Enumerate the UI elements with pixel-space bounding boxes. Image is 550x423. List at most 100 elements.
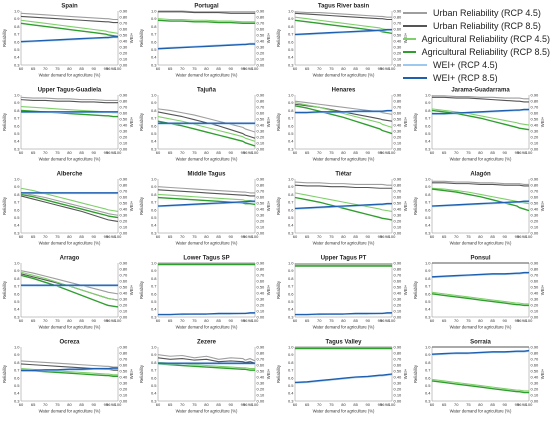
- right-tick-label: 0.60: [531, 362, 540, 367]
- panel-title: Sorraia: [470, 340, 491, 346]
- right-tick-label: 0.70: [394, 356, 403, 361]
- right-tick-label: 0.20: [531, 134, 540, 139]
- x-tick-label: 65: [168, 66, 173, 71]
- right-tick-label: 0.60: [120, 362, 129, 367]
- left-axis-label: Reliability: [139, 112, 144, 131]
- right-tick-label: 0.10: [120, 308, 129, 313]
- urban-reliability-rcp45-line: [20, 96, 118, 101]
- right-tick-label: 0.00: [394, 398, 403, 403]
- right-tick-label: 0.90: [531, 92, 540, 97]
- right-tick-label: 0.00: [257, 398, 266, 403]
- x-tick-label: 98: [385, 66, 390, 71]
- right-tick-label: 0.40: [120, 206, 129, 211]
- wei-rcp85-line: [157, 43, 255, 50]
- left-tick-label: 0.3: [14, 146, 20, 151]
- x-tick-label: 85: [79, 234, 84, 239]
- right-tick-label: 0.30: [257, 44, 266, 49]
- left-axis-label: Reliability: [2, 364, 7, 383]
- x-axis-label: Water demand for agriculture (%): [176, 325, 238, 330]
- left-tick-label: 1.0: [425, 92, 431, 97]
- x-tick-label: 75: [192, 66, 197, 71]
- x-tick-label: 98: [111, 150, 116, 155]
- right-tick-label: 0.90: [120, 344, 129, 349]
- x-tick-label: 75: [329, 234, 334, 239]
- left-tick-label: 0.5: [151, 131, 157, 136]
- x-axis-label: Water demand for agriculture (%): [39, 73, 101, 78]
- wei-rcp85-line: [294, 202, 392, 210]
- left-tick-label: 0.5: [288, 215, 294, 220]
- right-tick-label: 0.40: [394, 206, 403, 211]
- x-tick-label: 75: [55, 318, 60, 323]
- x-tick-label: 75: [192, 402, 197, 407]
- panel-title: Tajuña: [197, 88, 217, 94]
- right-tick-label: 0.60: [394, 194, 403, 199]
- x-tick-label: 70: [180, 150, 185, 155]
- chart-panel: Alagón0.30.40.50.60.70.80.91.00.000.100.…: [413, 172, 545, 246]
- urban-reliability-rcp45-line: [157, 354, 256, 362]
- x-tick-label: 100: [252, 234, 259, 239]
- left-tick-label: 0.7: [425, 368, 431, 373]
- right-tick-label: 0.60: [257, 194, 266, 199]
- left-tick-label: 0.8: [151, 108, 157, 113]
- left-tick-label: 0.8: [425, 276, 431, 281]
- panel-title: Lower Tagus SP: [183, 256, 229, 262]
- left-tick-label: 0.5: [14, 131, 20, 136]
- right-tick-label: 0.80: [531, 182, 540, 187]
- left-tick-label: 0.5: [151, 215, 157, 220]
- agri-reliability-rcp45-line: [157, 193, 256, 202]
- x-tick-label: 100: [252, 66, 259, 71]
- agri-reliability-rcp85-line: [157, 196, 256, 206]
- x-tick-label: 96: [380, 66, 385, 71]
- left-tick-label: 0.3: [288, 314, 294, 319]
- right-tick-label: 0.80: [531, 266, 540, 271]
- x-axis-label: Water demand for agriculture (%): [313, 73, 375, 78]
- x-tick-label: 70: [317, 150, 322, 155]
- left-tick-label: 0.5: [288, 299, 294, 304]
- right-tick-label: 0.40: [394, 122, 403, 127]
- left-axis-label: Reliability: [139, 196, 144, 215]
- right-tick-label: 0.60: [394, 278, 403, 283]
- x-tick-label: 60: [156, 402, 161, 407]
- x-tick-label: 96: [380, 150, 385, 155]
- right-tick-label: 0.00: [120, 314, 129, 319]
- right-tick-label: 0.60: [257, 362, 266, 367]
- x-tick-label: 96: [106, 66, 111, 71]
- right-tick-label: 0.10: [257, 56, 266, 61]
- right-tick-label: 0.60: [120, 110, 129, 115]
- x-tick-label: 100: [115, 234, 122, 239]
- left-tick-label: 0.6: [425, 375, 431, 380]
- right-tick-label: 0.10: [120, 56, 129, 61]
- right-tick-label: 0.00: [257, 314, 266, 319]
- left-tick-label: 0.9: [14, 268, 20, 273]
- right-tick-label: 0.90: [531, 176, 540, 181]
- right-tick-label: 0.70: [531, 188, 540, 193]
- right-tick-label: 0.70: [394, 104, 403, 109]
- panel-title: Zezere: [197, 340, 217, 346]
- right-tick-label: 0.90: [257, 8, 266, 13]
- legend-item: Urban Reliability (RCP 8.5): [403, 19, 550, 32]
- left-tick-label: 0.3: [425, 314, 431, 319]
- left-tick-label: 1.0: [151, 8, 157, 13]
- left-tick-label: 0.8: [151, 192, 157, 197]
- x-tick-label: 80: [478, 402, 483, 407]
- wei-rcp85-line: [431, 271, 529, 278]
- right-tick-label: 0.00: [531, 146, 540, 151]
- x-axis-label: Water demand for agriculture (%): [39, 409, 101, 414]
- x-tick-label: 70: [180, 402, 185, 407]
- x-tick-label: 90: [229, 402, 234, 407]
- legend-item: Agricultural Reliability (RCP 4.5): [403, 32, 550, 45]
- left-tick-label: 0.6: [425, 123, 431, 128]
- left-tick-label: 0.7: [14, 368, 20, 373]
- x-tick-label: 70: [43, 150, 48, 155]
- right-tick-label: 0.00: [394, 146, 403, 151]
- right-tick-label: 0.80: [120, 182, 129, 187]
- x-tick-label: 96: [517, 402, 522, 407]
- right-tick-label: 0.80: [120, 98, 129, 103]
- left-axis-label: Reliability: [139, 364, 144, 383]
- right-tick-label: 0.30: [120, 380, 129, 385]
- right-tick-label: 0.70: [394, 188, 403, 193]
- x-tick-label: 75: [329, 150, 334, 155]
- x-tick-label: 60: [430, 402, 435, 407]
- right-tick-label: 0.90: [120, 8, 129, 13]
- left-tick-label: 0.4: [288, 391, 294, 396]
